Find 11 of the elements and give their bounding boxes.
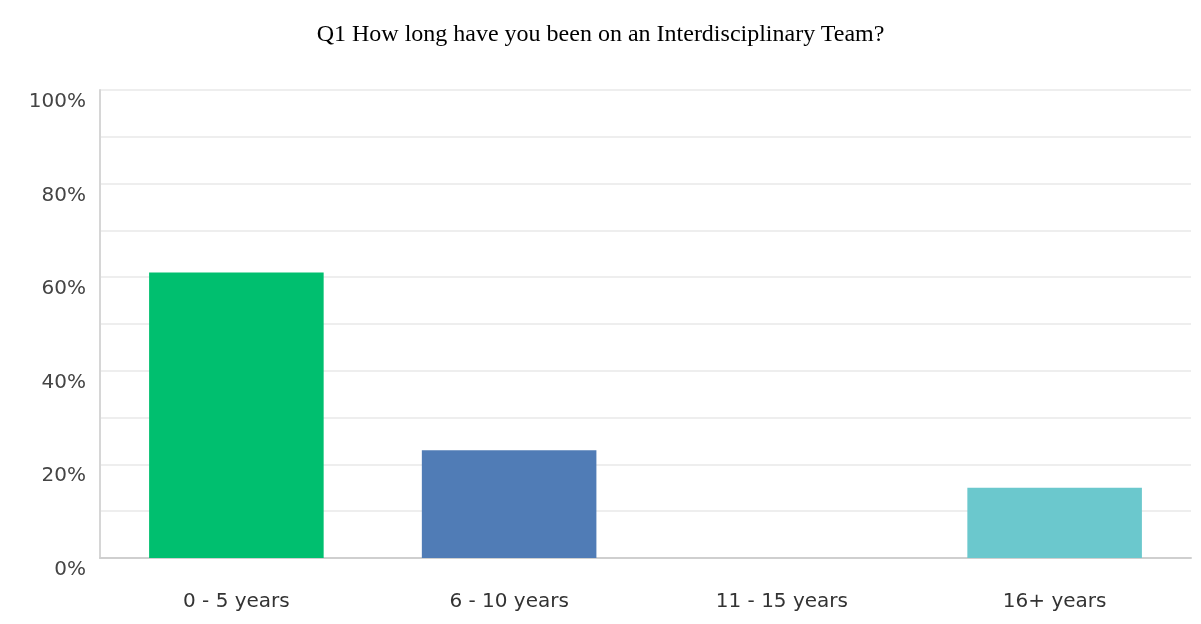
x-tick-label: 16+ years xyxy=(1002,588,1107,612)
y-tick-label: 60% xyxy=(41,275,86,300)
x-tick-label: 0 - 5 years xyxy=(182,588,290,612)
y-tick-label: 80% xyxy=(41,181,86,206)
x-tick-label: 11 - 15 years xyxy=(715,588,848,612)
chart-title: Q1 How long have you been on an Interdisciplinary Team? xyxy=(316,20,885,46)
y-tick-label: 0% xyxy=(54,556,86,580)
x-tick-label: 6 - 10 years xyxy=(449,588,569,612)
y-tick-label: 40% xyxy=(41,368,86,393)
y-tick-label: 20% xyxy=(41,462,86,487)
y-tick-label: 100% xyxy=(28,88,86,112)
